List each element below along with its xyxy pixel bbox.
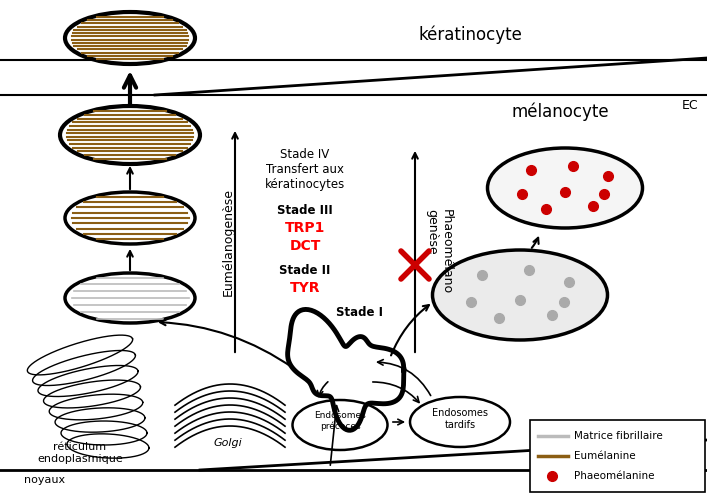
Ellipse shape (293, 400, 387, 450)
Ellipse shape (60, 106, 200, 164)
Text: DCT: DCT (289, 239, 321, 253)
Text: mélanocyte: mélanocyte (511, 103, 609, 121)
Text: kératinocyte: kératinocyte (418, 26, 522, 44)
Text: noyaux: noyaux (25, 475, 66, 485)
Text: Phaeomélano
genèse: Phaeomélano genèse (425, 209, 453, 294)
Text: Endosomes
précoces: Endosomes précoces (314, 411, 366, 431)
Text: Stade III: Stade III (277, 204, 333, 216)
Ellipse shape (65, 192, 195, 244)
Text: Endosomes
tardifs: Endosomes tardifs (432, 408, 488, 430)
Ellipse shape (488, 148, 643, 228)
Text: Stade I: Stade I (337, 305, 383, 319)
Text: EC: EC (682, 452, 699, 464)
Text: TYR: TYR (290, 281, 320, 295)
Text: TRP1: TRP1 (285, 221, 325, 235)
Text: réticulum
endoplasmique: réticulum endoplasmique (37, 442, 123, 464)
Ellipse shape (65, 273, 195, 323)
Text: Eumélanogenèse: Eumélanogenèse (221, 188, 235, 296)
Ellipse shape (433, 250, 607, 340)
Ellipse shape (410, 397, 510, 447)
Text: Eumélanine: Eumélanine (574, 451, 636, 461)
Text: Matrice fibrillaire: Matrice fibrillaire (574, 431, 662, 441)
Text: Stade IV
Transfert aux
kératinocytes: Stade IV Transfert aux kératinocytes (265, 148, 345, 191)
Text: Golgi: Golgi (214, 438, 243, 448)
Polygon shape (288, 309, 404, 430)
Ellipse shape (65, 12, 195, 64)
Text: Stade II: Stade II (279, 263, 331, 277)
Text: EC: EC (682, 98, 699, 112)
Text: Phaeomélanine: Phaeomélanine (574, 471, 655, 481)
Bar (530, 420, 705, 492)
